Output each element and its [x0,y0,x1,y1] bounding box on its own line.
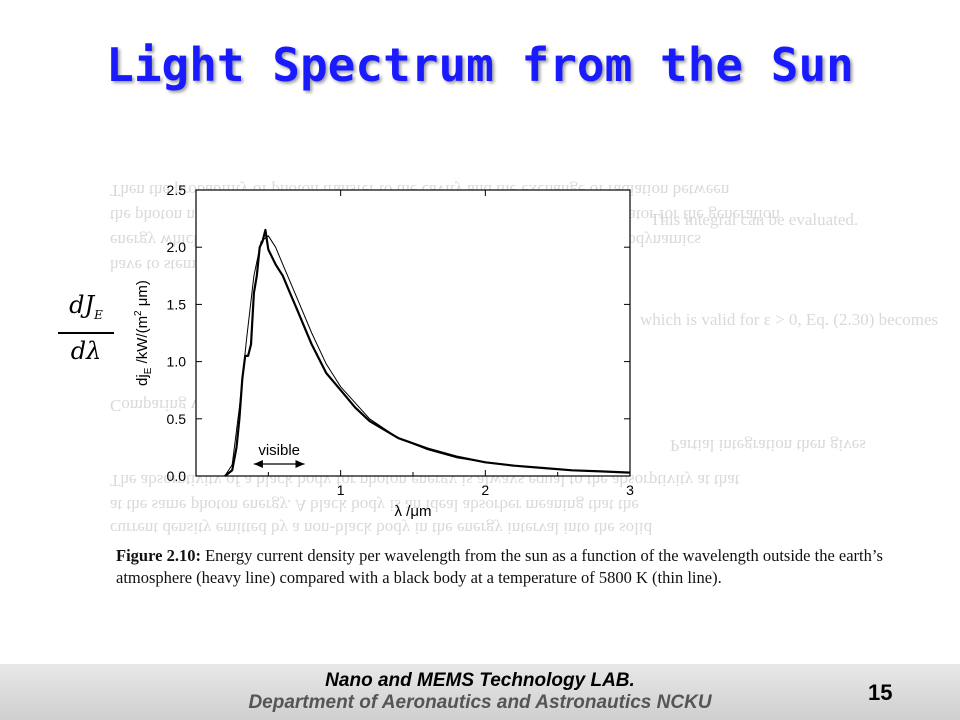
y-tick-label: 1.5 [167,296,187,312]
y-tick-label: 2.0 [167,239,187,255]
bleed-through-text: which is valid for ε > 0, Eq. (2.30) bec… [640,310,939,329]
x-tick-label: 2 [481,482,489,498]
y-tick-label: 0.0 [167,468,187,484]
x-tick-label: 3 [626,482,634,498]
arrowhead-right-icon [295,460,305,468]
thin-line-series [224,235,631,477]
visible-annotation: visible [258,442,300,459]
formula-denominator: dλ [70,336,102,365]
footer-bar [0,664,960,720]
x-tick-label: 1 [337,482,345,498]
y-tick-label: 0.5 [167,411,187,427]
footer-lab-name: Nano and MEMS Technology LAB. [325,670,635,691]
y-tick-label: 1.0 [167,354,187,370]
plot-frame [195,189,631,477]
figure-caption: Figure 2.10: Energy current density per … [116,546,883,587]
fraction-bar [58,331,114,334]
page-number: 15 [868,680,893,705]
x-axis-label: λ /μm [395,503,432,520]
arrowhead-left-icon [253,460,263,468]
derivative-formula: dJE dλ [58,290,114,366]
spectrum-chart: 0.0 0.5 1.0 1.5 2.0 2.5 1 2 3 visible λ /μm djE… [133,182,634,520]
footer-department: Department of Aeronautics and Astronauti… [248,692,712,713]
bleed-through-text: This integral can be evaluated. [650,210,859,229]
formula-numerator: dJE [69,291,103,322]
slide-title: Light Spectrum from the Sun [106,38,854,92]
y-tick-label: 2.5 [167,182,187,198]
y-axis-label: djE /kW/(m2 μm) [133,280,154,386]
